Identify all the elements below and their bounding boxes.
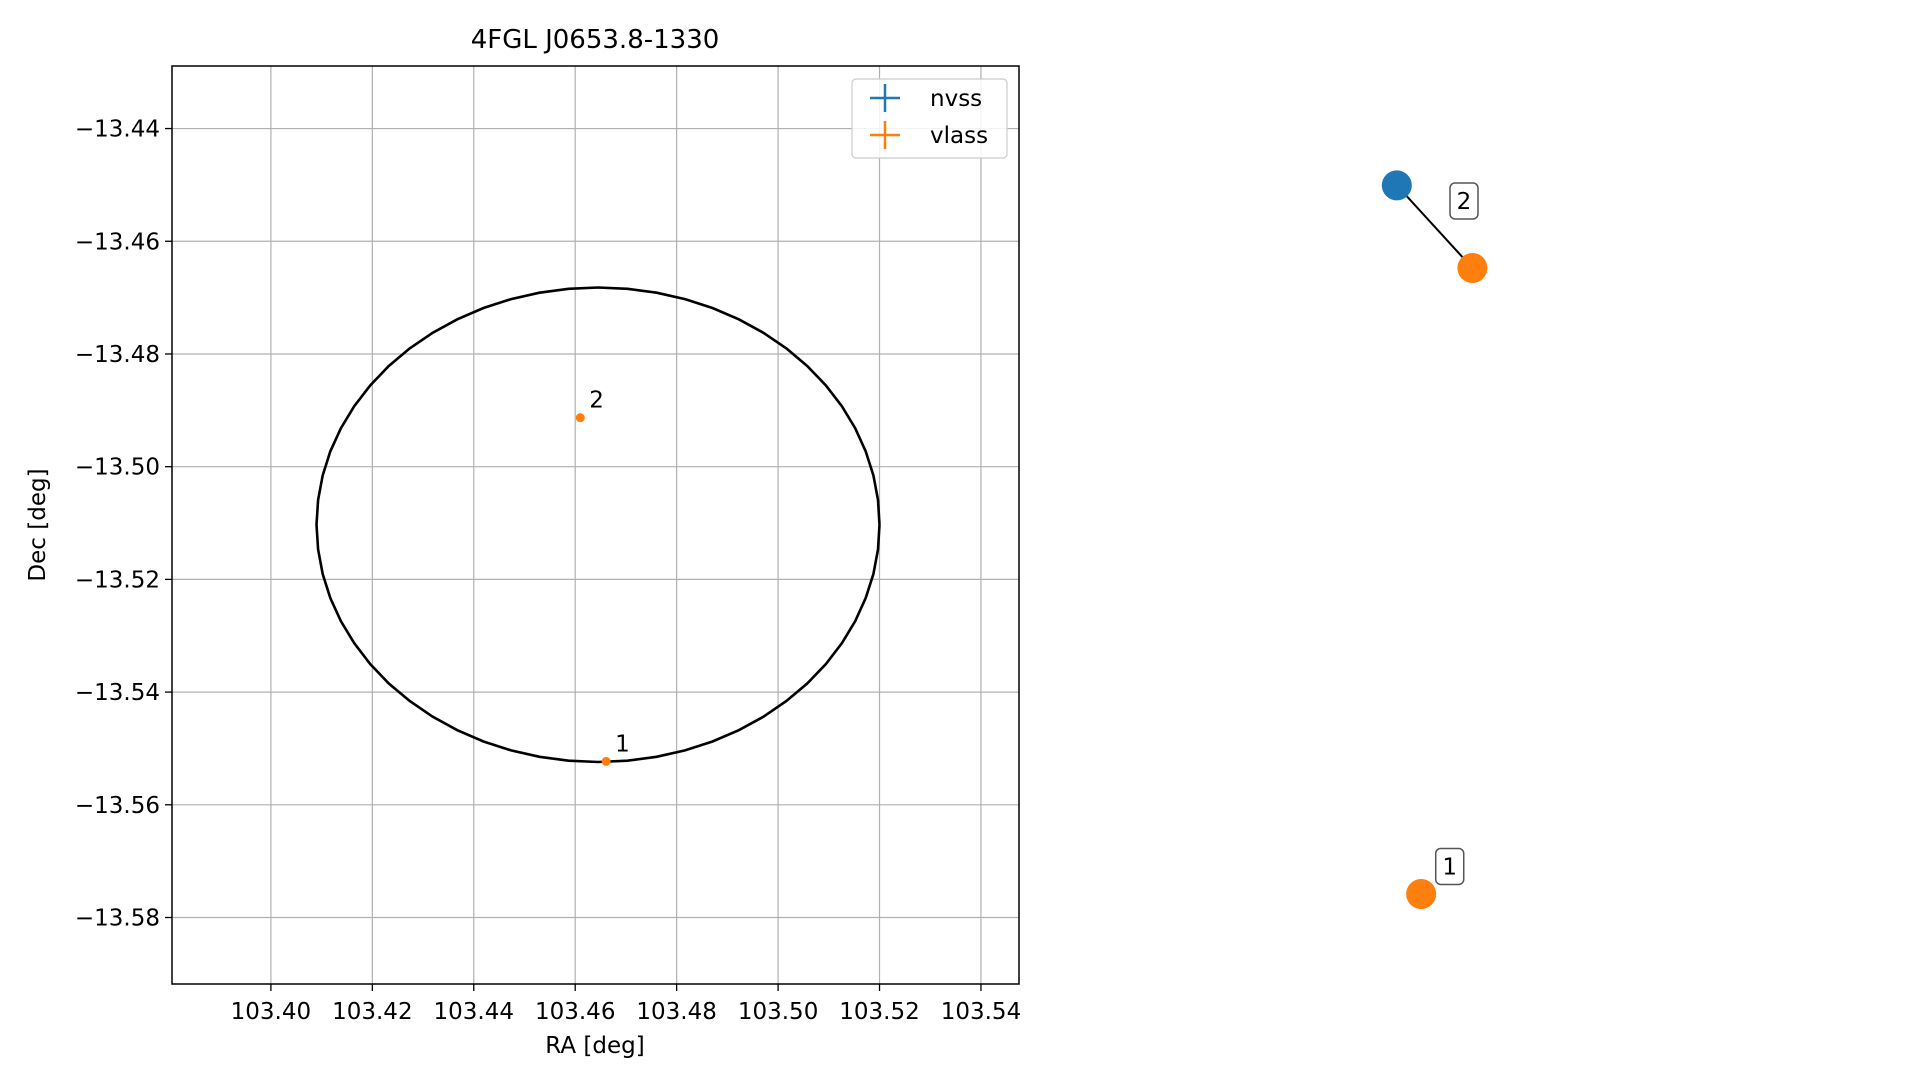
- y-tick-label: −13.52: [75, 567, 160, 593]
- source-point-vlass-2: [575, 413, 585, 423]
- source-point-vlass-1: [601, 756, 611, 766]
- y-tick-label: −13.50: [75, 455, 160, 481]
- point-label: 1: [615, 731, 630, 757]
- y-axis-ticks: −13.44 −13.46 −13.48 −13.50 −13.52 −13.54 −13.…: [75, 117, 172, 932]
- x-tick-label: 103.46: [535, 999, 615, 1025]
- x-tick-label: 103.54: [941, 999, 1021, 1025]
- x-tick-label: 103.40: [231, 999, 311, 1025]
- association-point-vlass-2: [1457, 252, 1488, 283]
- x-axis-ticks: 103.40 103.42 103.44 103.46 103.48 103.50 103.…: [231, 984, 1021, 1025]
- y-tick-label: −13.48: [75, 342, 160, 368]
- association-point-nvss-2: [1381, 170, 1412, 201]
- y-tick-label: −13.58: [75, 906, 160, 932]
- association-link: [1396, 184, 1474, 269]
- legend-label-nvss: nvss: [930, 86, 982, 112]
- y-tick-label: −13.46: [75, 229, 160, 255]
- chart-title: 4FGL J0653.8-1330: [471, 25, 720, 55]
- association-point-vlass-1: [1406, 879, 1437, 910]
- x-axis-label: RA [deg]: [545, 1033, 644, 1059]
- y-tick-label: −13.44: [75, 117, 160, 143]
- y-axis-label: Dec [deg]: [25, 468, 51, 581]
- points-layer: 21: [575, 388, 630, 766]
- x-tick-label: 103.44: [434, 999, 514, 1025]
- sky-map-panel: 4FGL J0653.8-1330 21 103.40 103.42 103.44 1…: [25, 25, 1021, 1059]
- legend-item-nvss: nvss: [870, 84, 982, 112]
- association-panel: 21: [1381, 170, 1488, 910]
- x-tick-label: 103.42: [332, 999, 412, 1025]
- y-tick-label: −13.56: [75, 793, 160, 819]
- legend-label-vlass: vlass: [930, 123, 988, 149]
- legend-item-vlass: vlass: [870, 121, 988, 149]
- uncertainty-ellipse: [315, 286, 881, 764]
- association-label-box: [1449, 182, 1479, 220]
- association-label: 2: [1457, 189, 1472, 215]
- legend: nvss vlass: [851, 78, 1008, 159]
- association-label: 1: [1442, 854, 1457, 880]
- point-label: 2: [589, 388, 604, 414]
- uncertainty-ellipse-layer: [315, 286, 881, 764]
- x-tick-label: 103.52: [839, 999, 919, 1025]
- x-tick-label: 103.50: [738, 999, 818, 1025]
- plot-frame: [171, 65, 1020, 985]
- association-label-box: [1434, 847, 1465, 886]
- x-tick-label: 103.48: [636, 999, 716, 1025]
- y-tick-label: −13.54: [75, 680, 160, 706]
